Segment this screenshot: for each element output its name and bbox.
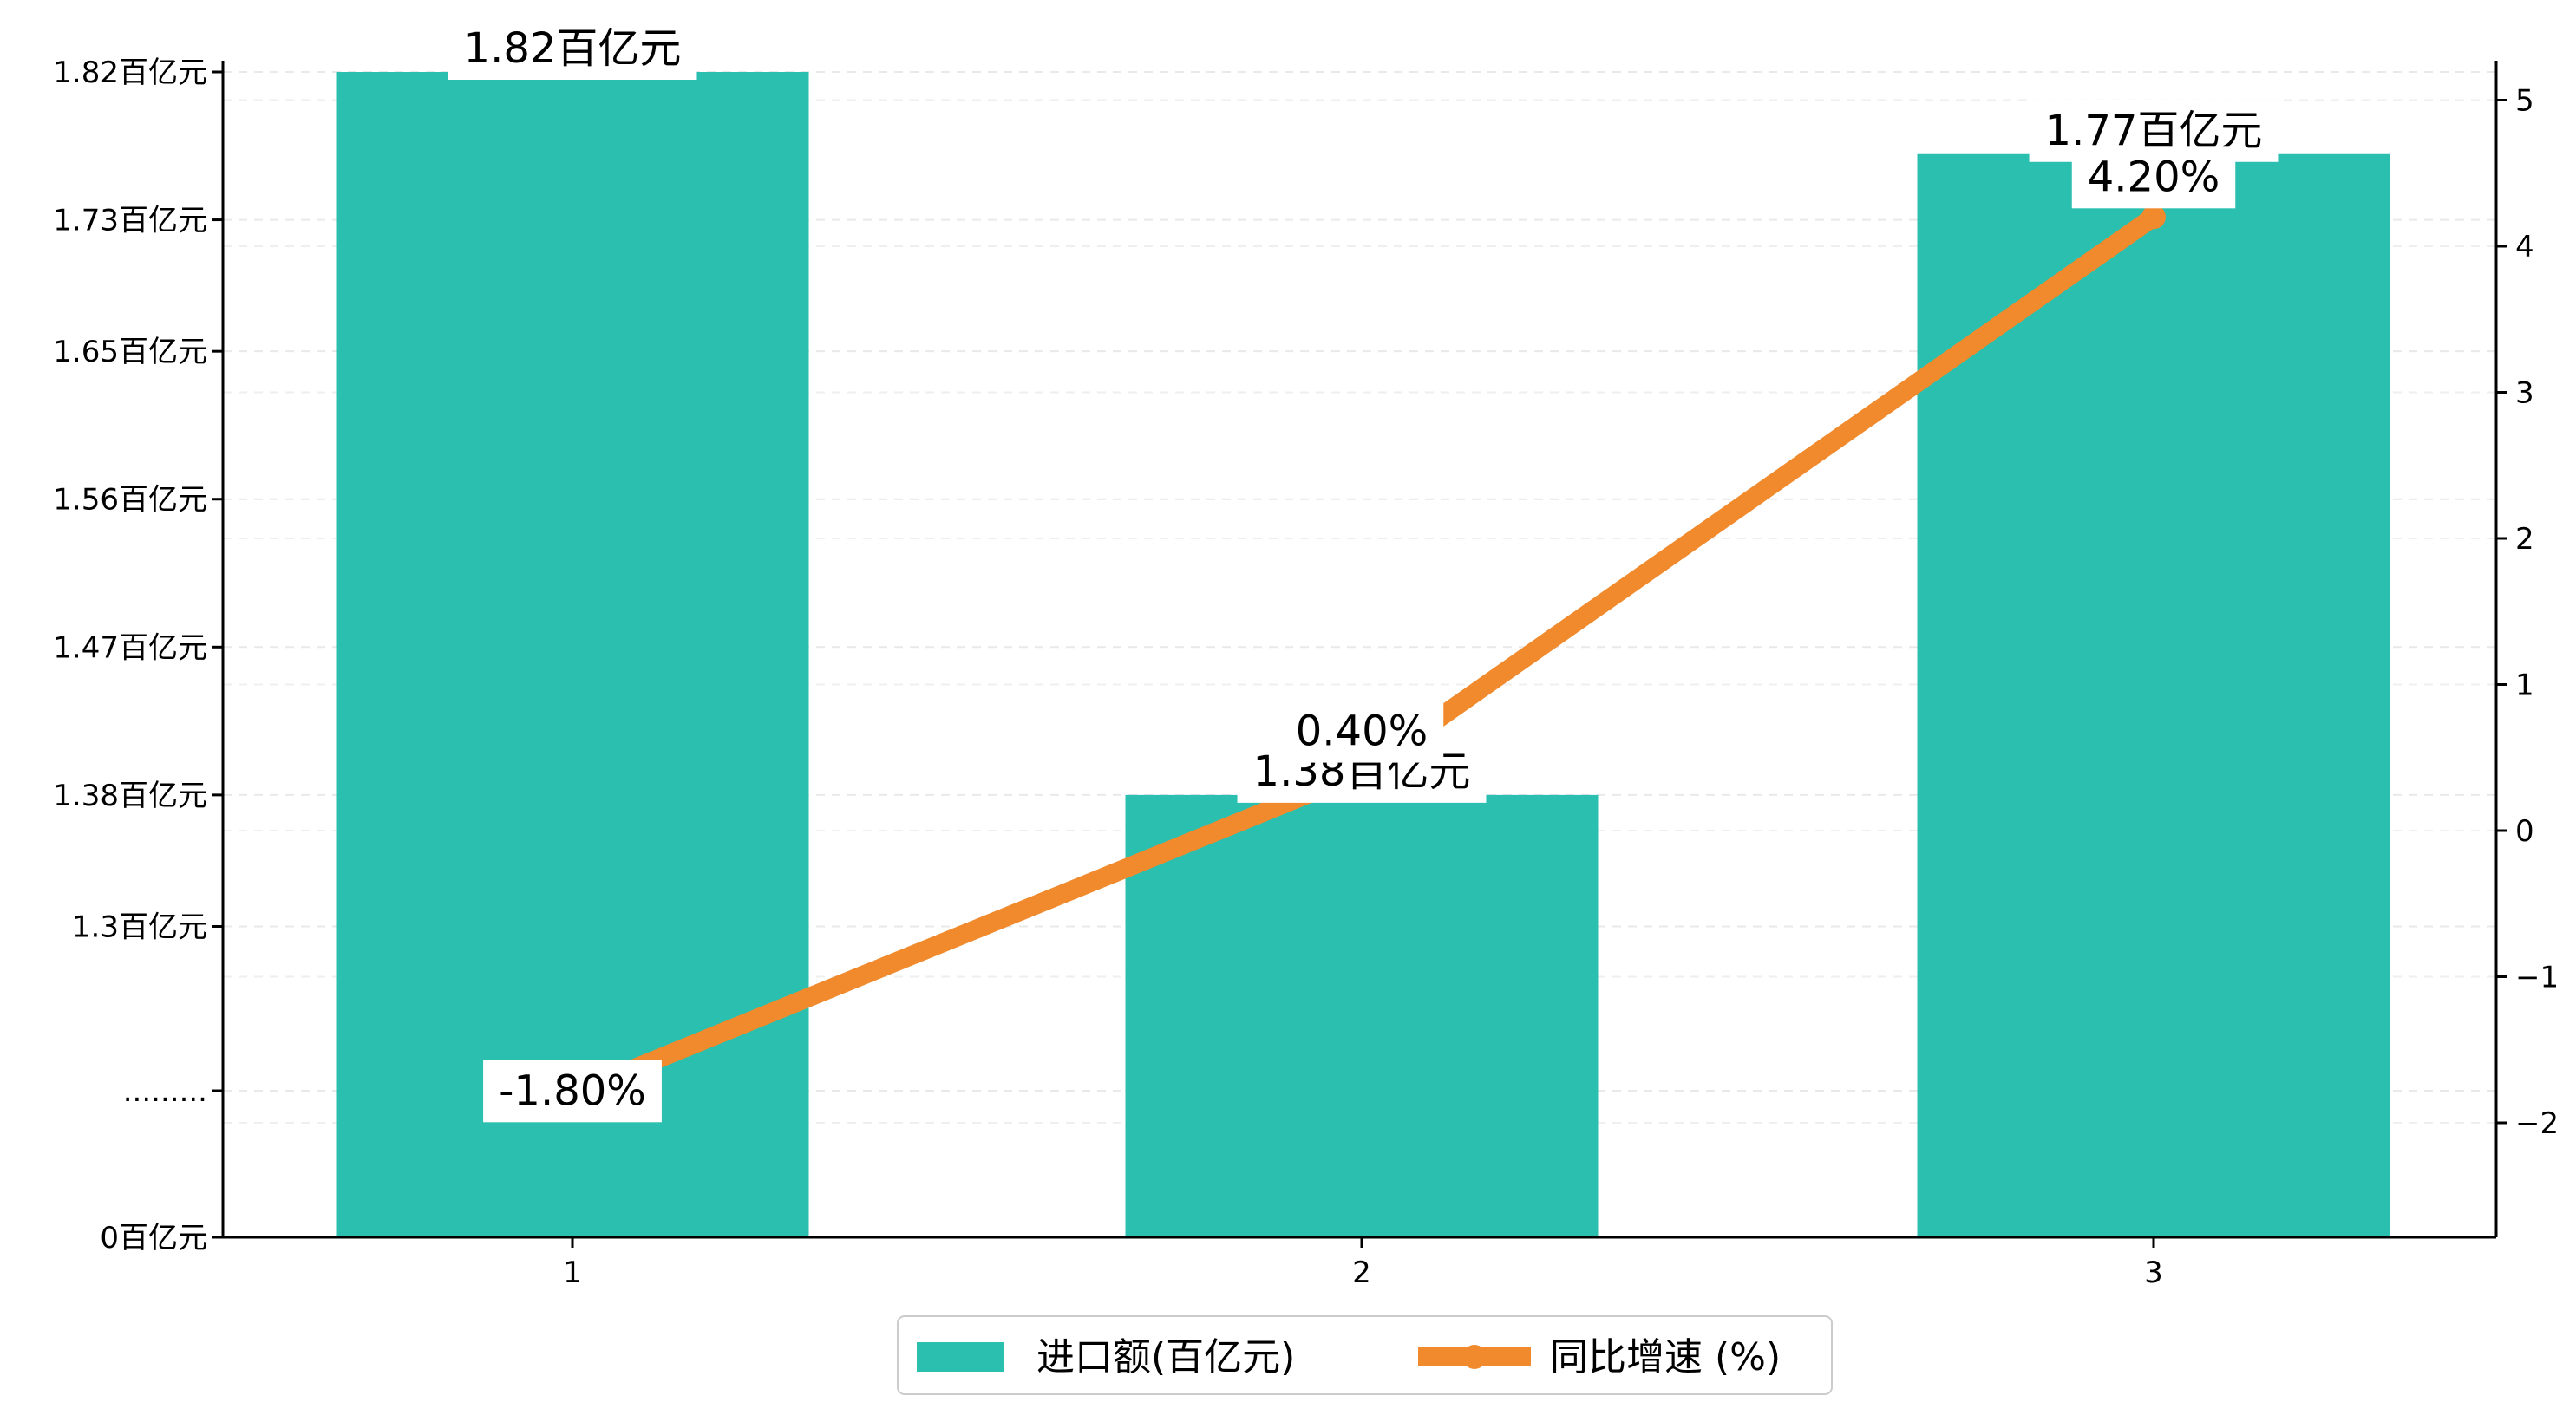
line-value-label-box (2071, 146, 2236, 209)
y-tick-label-left: 1.82百亿元 (53, 55, 207, 90)
x-tick-label: 1 (563, 1255, 582, 1290)
bar (336, 72, 809, 1237)
bar (1917, 153, 2390, 1238)
y-tick-label-right: 2 (2515, 522, 2534, 557)
y-tick-label-right: −1 (2515, 961, 2559, 995)
y-tick-label-left: 1.47百亿元 (53, 630, 207, 665)
legend-swatch-bar (917, 1342, 1004, 1372)
x-tick-label: 2 (1352, 1255, 1371, 1290)
y-tick-label-right: 4 (2515, 230, 2534, 264)
x-tick-label: 3 (2144, 1255, 2163, 1290)
y-tick-label-right: 5 (2515, 84, 2534, 119)
bar (1125, 794, 1599, 1237)
y-tick-label-left: 1.38百亿元 (53, 779, 207, 813)
legend-frame (897, 1315, 1833, 1395)
line-value-label: 0.40% (1296, 708, 1428, 756)
line-value-label: -1.80% (499, 1066, 646, 1115)
y-tick-label-left: 1.73百亿元 (53, 204, 207, 238)
bar-value-label: 1.82百亿元 (464, 24, 682, 73)
legend-label-line: 同比增速 (%) (1550, 1335, 1781, 1379)
legend-swatch-marker (1462, 1345, 1487, 1369)
y-tick-label-left: 1.65百亿元 (53, 335, 207, 369)
y-tick-label-left: 0百亿元 (100, 1221, 207, 1255)
line-value-label-box (483, 1060, 662, 1123)
y-tick-label-left: 1.56百亿元 (53, 483, 207, 518)
y-tick-label-right: 0 (2515, 814, 2534, 849)
y-tick-label-right: 3 (2515, 376, 2534, 411)
line-value-label-box (1279, 700, 1444, 763)
y-tick-label-right: −2 (2515, 1106, 2559, 1141)
legend-label-bar: 进口额(百亿元) (1036, 1335, 1295, 1379)
y-tick-label-right: 1 (2515, 668, 2534, 703)
bar-value-label-box (448, 17, 697, 80)
bar-series (336, 72, 2390, 1238)
legend[interactable]: 进口额(百亿元) 同比增速 (%) (897, 1315, 1833, 1395)
line-point (2141, 205, 2166, 230)
line-value-label: 4.20% (2088, 153, 2220, 201)
y-tick-label-left: ......... (123, 1074, 207, 1109)
axes: 0百亿元......... 1.3百亿元 1.38百亿元 1.47百亿元 1.56百亿元… (53, 55, 2559, 1290)
y-tick-label-left: 1.3百亿元 (72, 910, 207, 944)
